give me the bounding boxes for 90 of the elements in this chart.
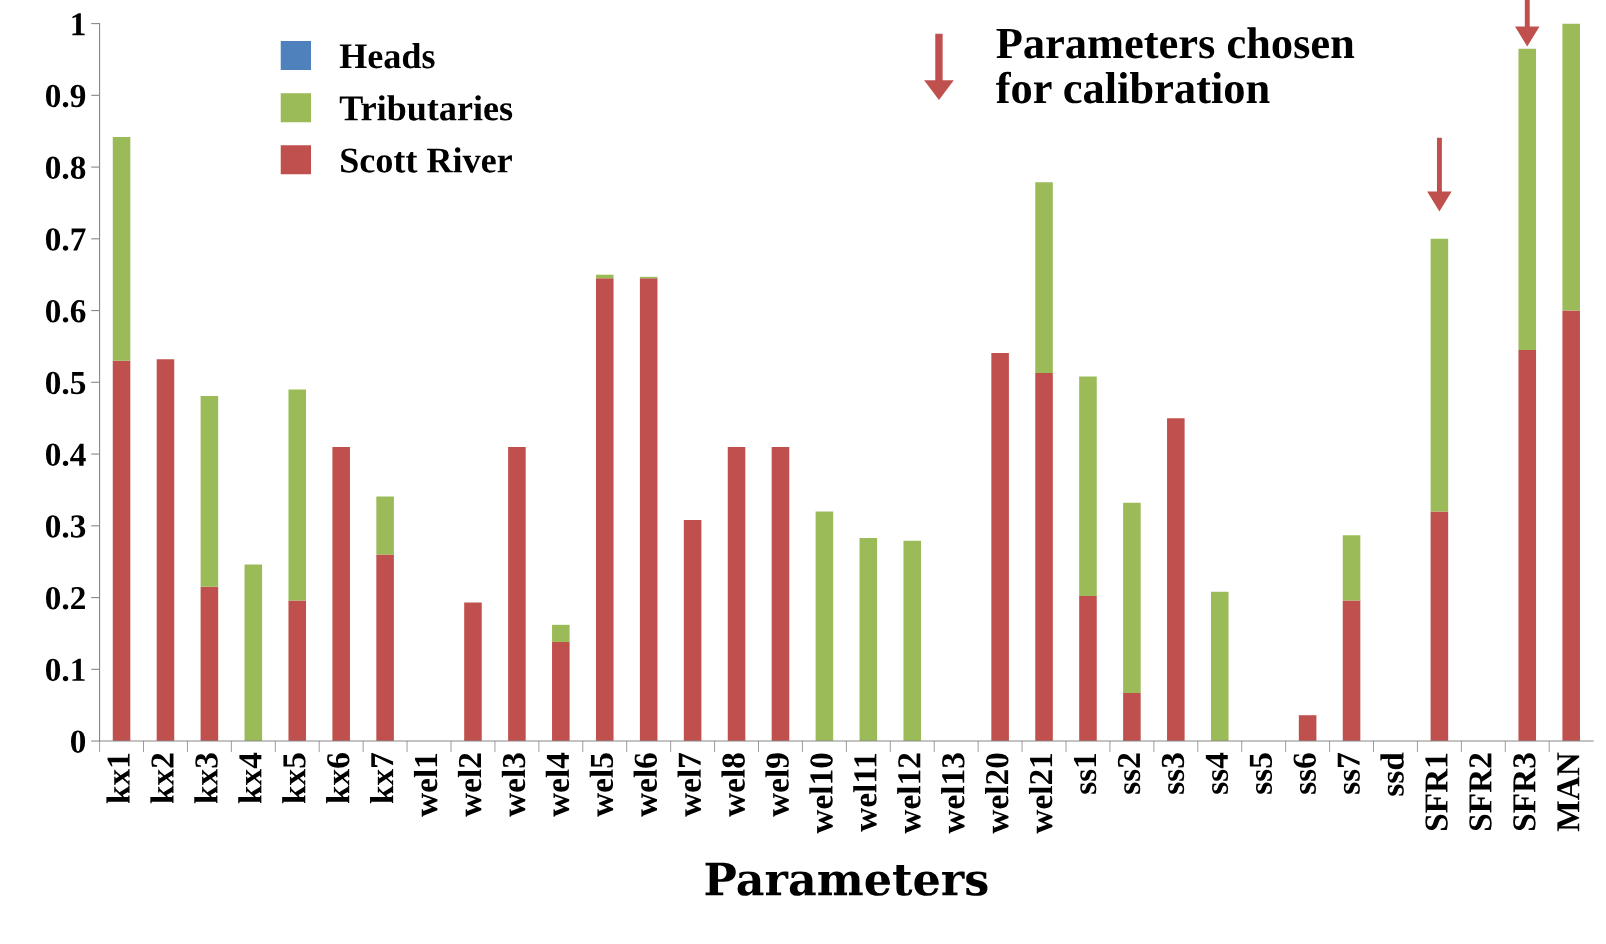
x-tick-label: kx5 <box>282 753 306 804</box>
bar <box>112 360 131 742</box>
y-tick-label: 0 <box>70 730 86 753</box>
x-tick-label: ss5 <box>1249 753 1273 794</box>
bar <box>508 446 526 742</box>
bar <box>464 602 482 742</box>
y-tick-label: 0.9 <box>45 84 86 108</box>
bar <box>244 564 263 742</box>
annotation: Parameters chosen for calibration <box>996 27 1355 104</box>
x-tick-label: MAN <box>1557 752 1580 832</box>
x-tick-label: wel20 <box>985 753 1009 834</box>
bar <box>903 540 922 742</box>
legend-label: Scott River <box>341 147 512 173</box>
bar <box>200 395 219 587</box>
y-tick-label: 1 <box>72 13 85 36</box>
x-tick-label: SFR1 <box>1425 753 1448 831</box>
bar <box>815 511 834 742</box>
bar <box>1342 600 1361 742</box>
y-tick-label: 0.2 <box>45 586 85 610</box>
bar <box>727 446 746 742</box>
y-tick-label: 0.4 <box>45 443 86 467</box>
x-tick-label: wel9 <box>765 753 789 817</box>
x-tick-label: ss7 <box>1337 752 1360 794</box>
bar <box>991 352 1009 742</box>
y-tick-label: 0.5 <box>45 371 86 395</box>
x-tick-label: wel4 <box>545 752 570 817</box>
bar <box>112 136 131 361</box>
x-tick-label: wel8 <box>721 753 745 817</box>
bar <box>1562 23 1580 311</box>
x-tick-label: wel11 <box>853 753 877 832</box>
bar <box>1079 376 1097 597</box>
x-tick-label: ss4 <box>1205 752 1229 794</box>
bar <box>639 278 658 742</box>
bar <box>1518 350 1537 742</box>
x-tick-label: wel10 <box>809 753 833 834</box>
bar <box>771 446 790 742</box>
bar <box>1430 238 1449 512</box>
bar <box>1123 692 1141 742</box>
bar <box>1210 591 1229 742</box>
bar <box>1167 418 1185 742</box>
x-tick-label: kx2 <box>150 753 174 804</box>
x-tick-label: kx7 <box>369 752 394 804</box>
legend-label: Heads <box>339 43 435 69</box>
x-tick-label: ss3 <box>1161 753 1185 794</box>
bar <box>376 554 394 742</box>
x-axis-title: Parameters <box>705 862 988 896</box>
x-tick-label: ss2 <box>1117 753 1141 794</box>
bar <box>1342 535 1361 601</box>
x-tick-label: wel6 <box>633 753 658 817</box>
bar <box>1298 715 1317 742</box>
bar <box>1035 182 1053 373</box>
x-tick-label: ss6 <box>1293 753 1316 794</box>
bar <box>552 642 570 742</box>
bar <box>1123 502 1141 693</box>
bar <box>376 496 394 555</box>
x-tick-label: wel12 <box>897 753 921 834</box>
y-tick-label: 0.1 <box>45 658 85 682</box>
bar <box>288 389 307 601</box>
y-tick-label: 0.6 <box>45 299 86 323</box>
x-tick-label: wel3 <box>501 753 526 817</box>
x-tick-label: wel2 <box>457 753 482 817</box>
x-tick-label: kx3 <box>194 753 218 804</box>
x-tick-label: ssd <box>1380 752 1404 796</box>
bar <box>1562 310 1580 742</box>
bar <box>552 624 570 643</box>
y-tick-label: 0.3 <box>45 515 86 538</box>
bar <box>332 446 350 742</box>
bar <box>1035 372 1053 742</box>
x-tick-label: wel21 <box>1028 753 1053 834</box>
x-tick-label: SFR3 <box>1513 753 1536 831</box>
x-tick-label: wel7 <box>677 752 701 817</box>
x-tick-label: wel1 <box>413 753 438 817</box>
bar <box>683 520 702 742</box>
y-tick-label: 0.7 <box>45 228 86 251</box>
x-tick-label: wel5 <box>589 753 614 817</box>
legend-label: Tributaries <box>339 95 513 121</box>
x-tick-label: kx1 <box>106 753 130 804</box>
bar <box>200 586 219 742</box>
bar <box>1079 596 1097 742</box>
x-tick-label: kx6 <box>326 753 350 804</box>
x-tick-label: kx4 <box>238 752 262 804</box>
bar <box>595 278 614 742</box>
bar <box>859 538 878 742</box>
x-tick-label: ss1 <box>1073 753 1097 794</box>
bar <box>288 600 307 742</box>
x-tick-label: wel13 <box>941 753 965 834</box>
bar <box>156 359 175 742</box>
y-tick-label: 0.8 <box>45 156 86 180</box>
bar <box>1430 511 1449 742</box>
x-tick-label: SFR2 <box>1469 753 1492 831</box>
